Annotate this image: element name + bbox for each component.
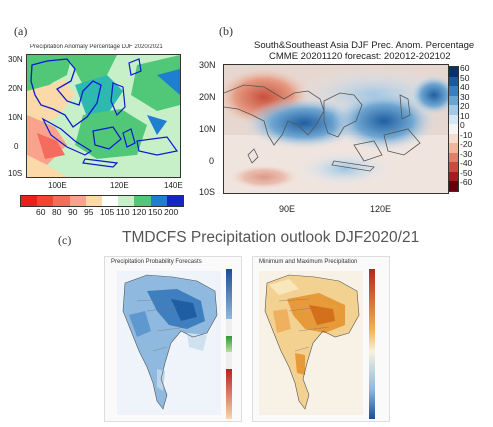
panel-c-right-colorbar	[369, 269, 375, 419]
panel-a-cb-label: 200	[164, 207, 179, 217]
panel-b-colorbar-cell	[449, 143, 458, 153]
panel-c-left-map	[117, 271, 221, 415]
panel-c-left-map-title: Precipitation Probability Forecasts	[111, 259, 202, 265]
panel-b-cb-label: -40	[460, 158, 473, 168]
panel-b-colorbar-cell	[449, 95, 458, 106]
panel-a-cb-label: 120	[132, 207, 147, 217]
panel-b-cb-label: 20	[460, 101, 470, 111]
panel-c-left-cb-cell	[226, 352, 232, 370]
panel-b-cb-label: -60	[460, 177, 473, 187]
panel-b-cb-label: 10	[460, 110, 470, 121]
panel-b-colorbar-cell	[449, 124, 458, 134]
panel-a-colorbar-cell	[102, 196, 119, 206]
panel-a-colorbar-cell	[85, 196, 103, 206]
panel-b-colorbar-cell	[449, 114, 458, 125]
panel-a-cb-label: 80	[52, 207, 62, 217]
panel-b-lat-10n: 10N	[199, 124, 216, 134]
panel-b-lon-90e: 90E	[279, 204, 296, 214]
panel-a-label: (a)	[14, 24, 28, 38]
panel-a-cb-label: 90	[68, 207, 78, 217]
panel-b-cb-label: -20	[460, 139, 473, 149]
panel-c-left-cb-cell	[226, 369, 232, 420]
panel-b-colorbar-cell	[449, 105, 458, 115]
panel-b-title-line2: CMME 20201120 forecast: 202012-202102	[269, 51, 451, 62]
panel-b-lat-30n: 30N	[199, 60, 216, 70]
panel-b-map	[223, 64, 449, 194]
panel-b-cb-label: 0	[460, 120, 465, 130]
panel-a-lon-120e: 120E	[110, 181, 129, 190]
panel-b-colorbar-cell	[449, 152, 458, 163]
panel-a-cb-label: 105	[100, 207, 115, 217]
panel-a-colorbar-cell	[134, 196, 151, 206]
panel-a-lat-30n: 30N	[8, 55, 23, 64]
panel-a-lat-10s: 10S	[8, 169, 23, 178]
panel-b-colorbar-cell	[449, 181, 458, 191]
panel-b-cb-label: 50	[460, 72, 470, 83]
panel-b-colorbar-cell	[449, 133, 458, 144]
panel-a-map-fill	[27, 55, 180, 177]
panel-a-colorbar	[20, 195, 184, 207]
panel-c-right-map-fill	[264, 274, 360, 410]
panel-a-colorbar-labels: 60 80 90 95 105 110 120 150 200	[28, 207, 190, 217]
panel-c-left-cb-cell	[226, 269, 232, 319]
panel-a-colorbar-cell	[150, 196, 167, 206]
panel-a-lon-140e: 140E	[164, 181, 183, 190]
panel-a-cb-label: 95	[84, 207, 94, 217]
panel-c-title: TMDCFS Precipitation outlook DJF2020/21	[122, 229, 420, 246]
panel-a-colorbar-cell	[37, 196, 54, 206]
panel-a-colorbar-cell	[166, 196, 184, 206]
panel-a-cb-label: 150	[148, 207, 163, 217]
panel-a-cb-label: 60	[36, 207, 46, 217]
panel-c-left-map-fill	[122, 274, 218, 410]
panel-b-colorbar-cell	[449, 67, 458, 77]
panel-b-colorbar-cell	[449, 162, 458, 172]
panel-a-colorbar-cell	[118, 196, 135, 206]
panel-b-map-fill	[224, 65, 448, 193]
panel-a-colorbar-cell	[53, 196, 70, 206]
panel-b-lat-20n: 20N	[199, 92, 216, 102]
panel-b-colorbar-cell	[449, 171, 458, 182]
panel-a-colorbar-cell	[69, 196, 86, 206]
panel-b-label: (b)	[219, 24, 233, 38]
panel-b-colorbar-cell	[449, 76, 458, 87]
panel-a-lat-10n: 10N	[8, 113, 23, 122]
panel-c-right-map-title: Minimum and Maximum Precipitation	[259, 259, 358, 265]
panel-b-lat-0: 0	[209, 156, 215, 166]
panel-c-right-map-frame: Minimum and Maximum Precipitation	[252, 256, 390, 422]
panel-b-lon-120e: 120E	[370, 204, 392, 214]
panel-c-label: (c)	[58, 233, 72, 247]
panel-b-lat-10s: 10S	[199, 187, 216, 197]
panel-b-cb-label: 60	[460, 63, 470, 73]
panel-a-lon-100e: 100E	[48, 181, 67, 190]
panel-c-right-map	[259, 271, 363, 415]
panel-b-cb-label: 40	[460, 82, 470, 92]
panel-c-left-colorbar	[226, 269, 232, 420]
panel-a-map	[26, 54, 181, 178]
panel-b-cb-label: 30	[460, 91, 470, 102]
panel-a-lat-0: 0	[14, 142, 19, 151]
panel-c-left-map-frame: Precipitation Probability Forecasts	[104, 256, 242, 422]
panel-b-cb-label: -30	[460, 148, 473, 159]
panel-b-colorbar	[448, 66, 459, 192]
panel-b-colorbar-cell	[449, 86, 458, 96]
panel-c-left-cb-cell	[226, 335, 232, 353]
panel-b-title-line1: South&Southeast Asia DJF Prec. Anom. Per…	[254, 40, 475, 51]
panel-c-left-cb-cell	[226, 319, 232, 336]
panel-a-lat-20n: 20N	[8, 84, 23, 93]
panel-a-colorbar-cell	[21, 196, 38, 206]
panel-b-cb-label: -50	[460, 167, 473, 178]
panel-a-cb-label: 110	[116, 207, 130, 217]
panel-b-colorbar-labels: 60 50 40 30 20 10 0 -10 -20 -30 -40 -50 …	[460, 63, 490, 193]
panel-a-title: Precipitation Anomaly Percentage DJF 202…	[30, 44, 163, 50]
panel-b-cb-label: -10	[460, 129, 473, 140]
